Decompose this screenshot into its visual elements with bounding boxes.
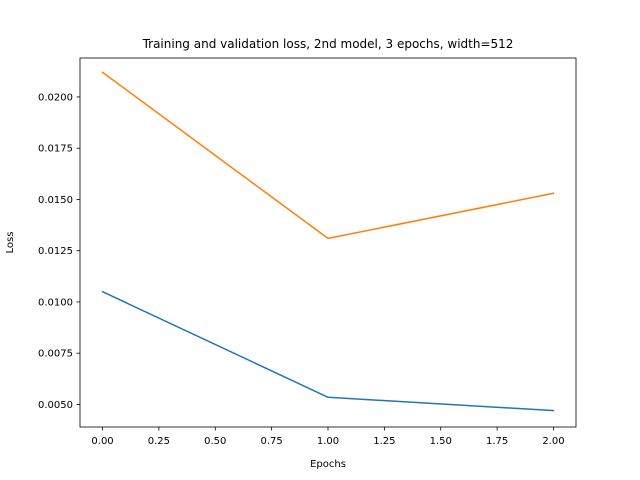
y-tick-label: 0.0100: [38, 297, 73, 308]
y-tick-label: 0.0050: [38, 400, 73, 411]
x-tick-label: 1.75: [486, 436, 508, 447]
x-tick-label: 0.00: [91, 436, 113, 447]
plot-area-frame: [79, 57, 577, 428]
x-axis-label: Epochs: [310, 459, 346, 470]
series-line-2: [101, 71, 555, 240]
x-tick-label: 1.00: [317, 436, 339, 447]
y-tick-label: 0.0125: [38, 246, 73, 257]
y-axis-label: Loss: [5, 232, 16, 254]
series-layer: [101, 71, 555, 412]
x-tick-label: 1.25: [373, 436, 395, 447]
y-tick-label: 0.0075: [38, 349, 73, 360]
y-tick-label: 0.0175: [38, 144, 73, 155]
x-tick-label: 0.50: [204, 436, 226, 447]
series-line-1: [101, 290, 555, 412]
x-axis-ticks: 0.00 0.25 0.50 0.75 1.00 1.25 1.50 1.75 2.00: [91, 427, 565, 447]
chart-title: Training and validation loss, 2nd model,…: [142, 37, 514, 51]
x-tick-label: 1.50: [430, 436, 452, 447]
x-tick-label: 2.00: [542, 436, 564, 447]
x-tick-label: 0.75: [261, 436, 283, 447]
x-tick-label: 0.25: [148, 436, 170, 447]
y-tick-label: 0.0150: [38, 195, 73, 206]
y-axis-ticks: 0.0050 0.0075 0.0100 0.0125 0.0150 0.0175 0.02…: [38, 92, 80, 411]
y-tick-label: 0.0200: [38, 92, 73, 103]
